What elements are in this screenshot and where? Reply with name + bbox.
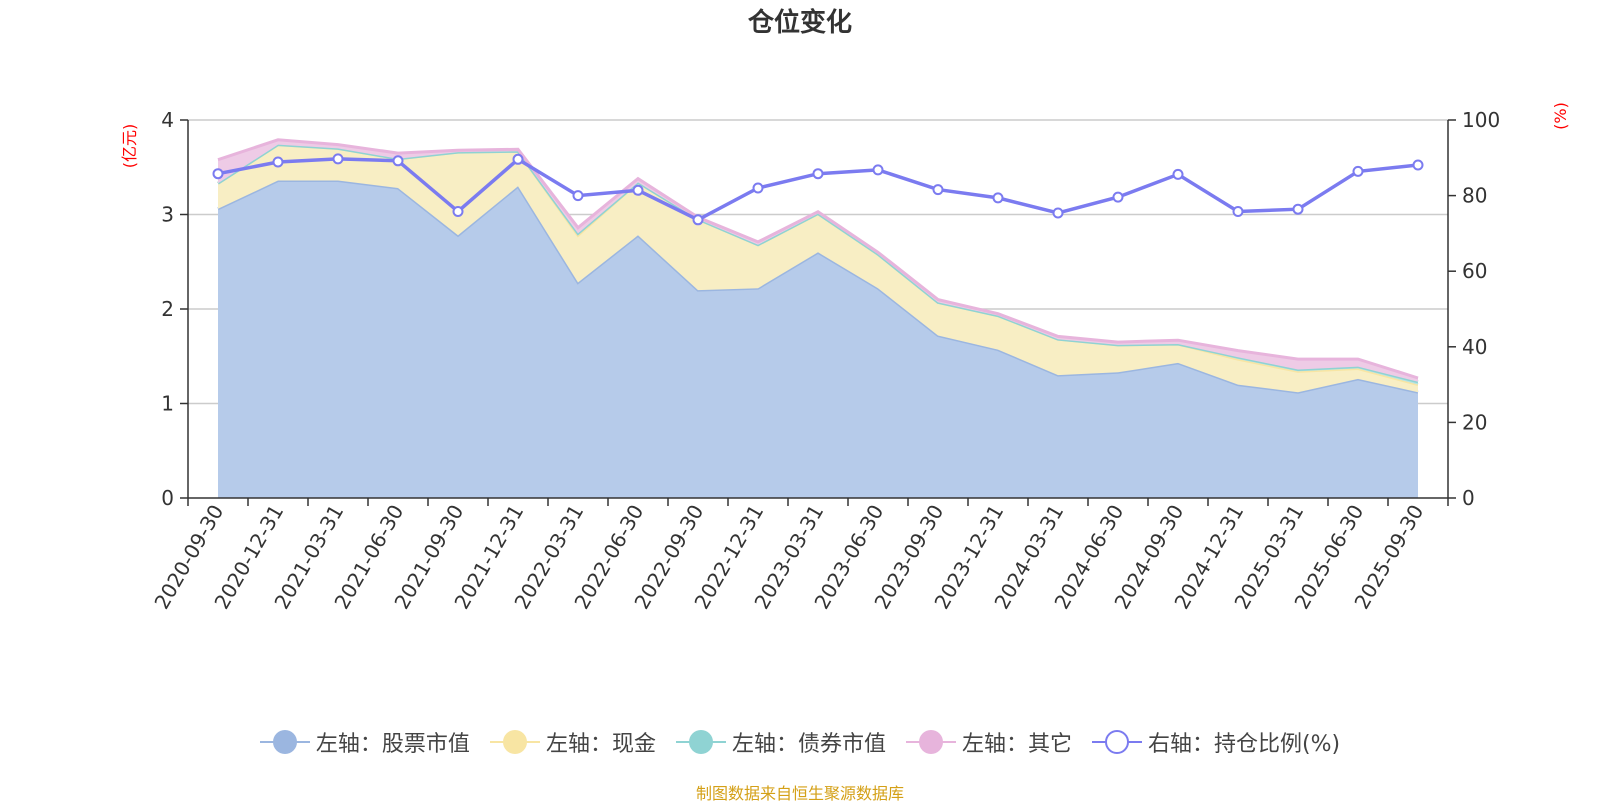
area-line-series-3 <box>217 138 1419 380</box>
ratio-point <box>932 184 944 196</box>
right-tick-label: 40 <box>1462 335 1487 359</box>
left-tick-label: 4 <box>161 108 174 132</box>
left-axis-unit: (亿元) <box>120 124 139 169</box>
legend-swatch-icon <box>489 729 540 755</box>
area-series-0 <box>218 180 1418 498</box>
left-tick-label: 1 <box>161 392 174 416</box>
ratio-point <box>1292 203 1304 215</box>
right-tick-label: 80 <box>1462 184 1487 208</box>
legend-label: 右轴：持仓比例(%) <box>1147 732 1341 757</box>
right-tick-label: 0 <box>1462 486 1475 510</box>
ratio-point <box>1112 191 1124 203</box>
legend-item[interactable]: 左轴：股票市值 <box>259 726 470 758</box>
ratio-point <box>332 153 344 165</box>
ratio-point <box>452 206 464 217</box>
legend-swatch-icon <box>905 729 956 755</box>
legend: 左轴：股票市值 左轴：现金 左轴：债券市值 左轴：其它 右轴：持仓比例(%) <box>0 726 1600 758</box>
ratio-point <box>1232 206 1244 217</box>
ratio-point <box>692 214 704 226</box>
ratio-point <box>392 155 404 167</box>
ratio-point <box>872 164 884 176</box>
ratio-point <box>1352 165 1364 177</box>
ratio-point <box>812 168 824 180</box>
chart-title: 仓位变化 <box>747 8 852 38</box>
ratio-point <box>1412 159 1424 171</box>
ratio-point <box>1172 168 1184 180</box>
ratio-point <box>992 192 1004 204</box>
left-tick-label: 2 <box>161 297 174 321</box>
legend-swatch-icon <box>259 729 310 755</box>
legend-swatch-icon <box>1091 729 1142 755</box>
left-tick-label: 0 <box>161 486 174 510</box>
ratio-point <box>212 168 224 180</box>
legend-item[interactable]: 右轴：持仓比例(%) <box>1091 726 1341 758</box>
right-axis-unit: (%) <box>1551 102 1570 130</box>
ratio-point <box>572 190 584 202</box>
ratio-point <box>272 156 284 168</box>
legend-swatch-icon <box>675 729 726 755</box>
right-tick-label: 20 <box>1462 410 1487 434</box>
right-tick-label: 60 <box>1462 259 1487 283</box>
legend-label: 左轴：债券市值 <box>731 732 886 757</box>
ratio-point <box>512 153 524 165</box>
legend-item[interactable]: 左轴：其它 <box>905 726 1072 758</box>
right-tick-label: 100 <box>1462 108 1500 132</box>
area-series-1 <box>218 144 1418 393</box>
legend-item[interactable]: 左轴：现金 <box>489 726 656 758</box>
ratio-point <box>632 184 644 196</box>
ratio-point <box>1052 207 1064 219</box>
legend-label: 左轴：其它 <box>961 732 1072 757</box>
legend-item[interactable]: 左轴：债券市值 <box>675 726 886 758</box>
legend-label: 左轴：股票市值 <box>315 732 470 757</box>
left-tick-label: 3 <box>161 203 174 227</box>
legend-label: 左轴：现金 <box>545 732 656 757</box>
source-note: 制图数据来自恒生聚源数据库 <box>695 784 904 803</box>
ratio-point <box>752 182 764 194</box>
